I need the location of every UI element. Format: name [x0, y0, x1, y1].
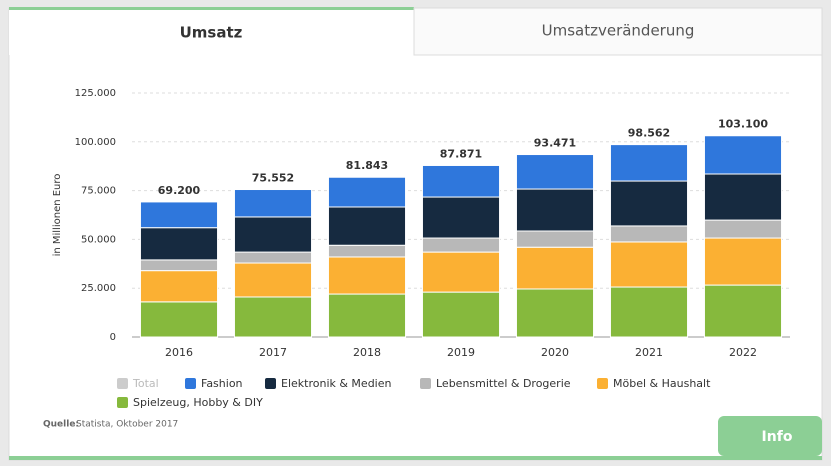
bar-segment	[233, 296, 313, 338]
bar-segment	[327, 176, 407, 208]
bar-segment	[515, 288, 595, 338]
tab-inactive[interactable]	[413, 7, 823, 56]
bar-segment	[233, 189, 313, 218]
bar-segment	[703, 237, 783, 286]
y-tick-label: 25.000	[81, 283, 116, 294]
bar-segment	[609, 241, 689, 288]
x-tick-label: 2017	[259, 346, 287, 359]
source-label: Quelle:	[43, 420, 79, 430]
bar-segment	[609, 180, 689, 227]
bar-segment	[327, 293, 407, 338]
x-tick-label: 2019	[447, 346, 475, 359]
legend-label: Fashion	[201, 377, 243, 390]
bar-segment	[703, 284, 783, 338]
bar-segment	[609, 144, 689, 182]
bar-segment	[327, 256, 407, 295]
bar-segment	[327, 206, 407, 246]
bar-segment	[515, 246, 595, 290]
bar-segment	[421, 237, 501, 253]
bar-segment	[515, 188, 595, 232]
legend-label: Möbel & Haushalt	[613, 377, 711, 390]
legend-swatch	[265, 378, 276, 389]
tab-indicator	[9, 7, 414, 10]
x-tick-label: 2022	[729, 346, 757, 359]
total-label: 69.200	[158, 184, 201, 197]
x-tick-label: 2021	[635, 346, 663, 359]
legend-swatch	[597, 378, 608, 389]
x-tick-label: 2018	[353, 346, 381, 359]
x-tick-label: 2020	[541, 346, 569, 359]
tab-active[interactable]	[9, 8, 414, 55]
y-axis-label: in Millionen Euro	[52, 174, 63, 257]
bottom-bar	[9, 456, 822, 460]
bar-segment	[139, 201, 219, 229]
bar-segment	[609, 286, 689, 338]
bar-segment	[703, 219, 783, 239]
bar-segment	[703, 173, 783, 221]
bar-segment	[233, 251, 313, 264]
legend-swatch	[117, 397, 128, 408]
total-label: 103.100	[718, 118, 768, 131]
bar-segment	[515, 154, 595, 190]
tab-label[interactable]: Umsatz	[180, 24, 243, 42]
y-tick-label: 100.000	[75, 137, 116, 148]
bar-segment	[139, 301, 219, 338]
y-tick-label: 125.000	[75, 88, 116, 99]
bar-segment	[327, 244, 407, 258]
y-tick-label: 0	[110, 332, 116, 343]
bar-segment	[421, 291, 501, 338]
bar-segment	[421, 251, 501, 293]
total-label: 93.471	[534, 137, 576, 150]
legend-label: Elektronik & Medien	[281, 377, 392, 390]
bar-segment	[139, 270, 219, 303]
source: Statista, Oktober 2017	[76, 420, 178, 430]
legend-label: Lebensmittel & Drogerie	[436, 377, 571, 390]
info-button[interactable]	[718, 416, 822, 456]
bar-segment	[139, 259, 219, 272]
card	[8, 7, 823, 461]
y-tick-label: 75.000	[81, 186, 116, 197]
total-label: 81.843	[346, 159, 388, 172]
total-label: 87.871	[440, 147, 482, 160]
legend-label: Spielzeug, Hobby & DIY	[133, 396, 263, 409]
bar-segment	[233, 262, 313, 298]
legend-swatch	[185, 378, 196, 389]
bar-segment	[139, 227, 219, 261]
total-label: 98.562	[628, 127, 670, 140]
x-tick-label: 2016	[165, 346, 193, 359]
bar-segment	[515, 230, 595, 248]
legend-swatch	[420, 378, 431, 389]
bar-segment	[703, 135, 783, 175]
legend-label: Total	[132, 377, 159, 390]
y-tick-label: 50.000	[81, 234, 116, 245]
legend-swatch	[117, 378, 128, 389]
bar-segment	[421, 164, 501, 198]
bar-segment	[233, 216, 313, 253]
info-label[interactable]: Info	[762, 429, 793, 445]
bar-segment	[609, 225, 689, 243]
total-label: 75.552	[252, 172, 294, 185]
bar-segment	[421, 196, 501, 239]
tab-label[interactable]: Umsatzveränderung	[542, 22, 695, 40]
